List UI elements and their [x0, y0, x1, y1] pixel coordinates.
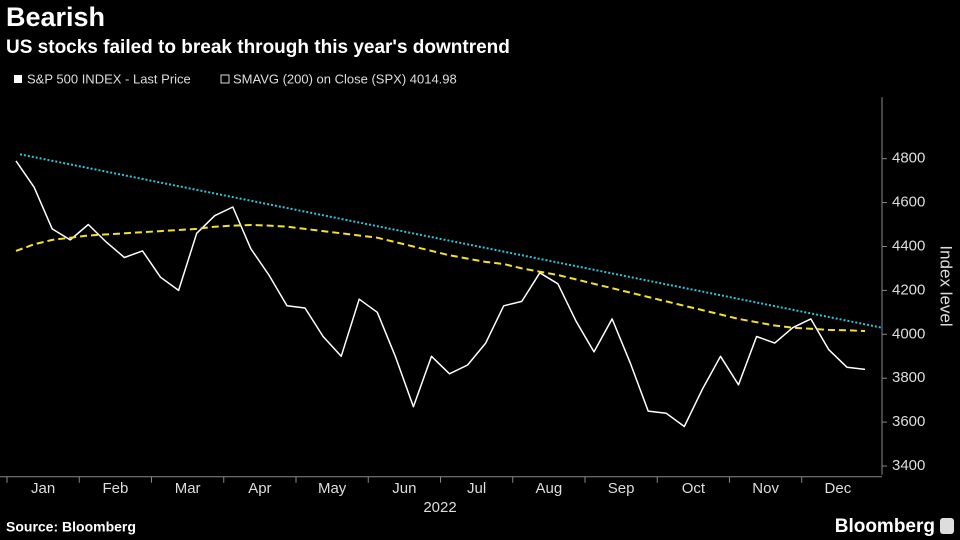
trendline — [19, 153, 883, 329]
x-tick-label: Jun — [392, 480, 416, 497]
brand: Bloomberg — [835, 516, 935, 537]
legend-swatch — [14, 75, 22, 83]
brand-icon — [940, 518, 954, 534]
x-tick-label: Sep — [608, 480, 635, 497]
x-axis-title: 2022 — [423, 499, 456, 516]
legend-label: SMAVG (200) on Close (SPX) 4014.98 — [233, 71, 457, 86]
y-tick-label: 4400 — [892, 237, 925, 254]
legend-swatch — [220, 74, 230, 84]
x-tick-label: Apr — [248, 480, 271, 497]
source: Source: Bloomberg — [6, 519, 136, 535]
chart-subtitle: US stocks failed to break through this y… — [6, 37, 510, 58]
y-tick-label: 4800 — [892, 150, 925, 167]
y-axis-title: Index level — [937, 245, 956, 326]
x-tick-label: Oct — [682, 480, 706, 497]
price-line — [15, 160, 866, 428]
legend-label: S&P 500 INDEX - Last Price — [27, 71, 191, 86]
y-tick-label: 4600 — [892, 194, 925, 211]
y-tick-label: 3600 — [892, 413, 925, 430]
chart-title: Bearish — [6, 2, 105, 32]
x-tick-label: Mar — [175, 480, 201, 497]
x-tick-label: Aug — [536, 480, 563, 497]
y-tick-label: 3400 — [892, 457, 925, 474]
y-tick-label: 3800 — [892, 369, 925, 386]
y-tick-label: 4000 — [892, 325, 925, 342]
x-tick-label: Dec — [825, 480, 852, 497]
y-tick-label: 4200 — [892, 281, 925, 298]
price-line — [15, 224, 866, 332]
x-tick-label: Feb — [102, 480, 128, 497]
x-tick-label: Nov — [752, 480, 779, 497]
x-tick-label: May — [318, 480, 347, 497]
x-tick-label: Jan — [31, 480, 55, 497]
x-tick-label: Jul — [467, 480, 486, 497]
